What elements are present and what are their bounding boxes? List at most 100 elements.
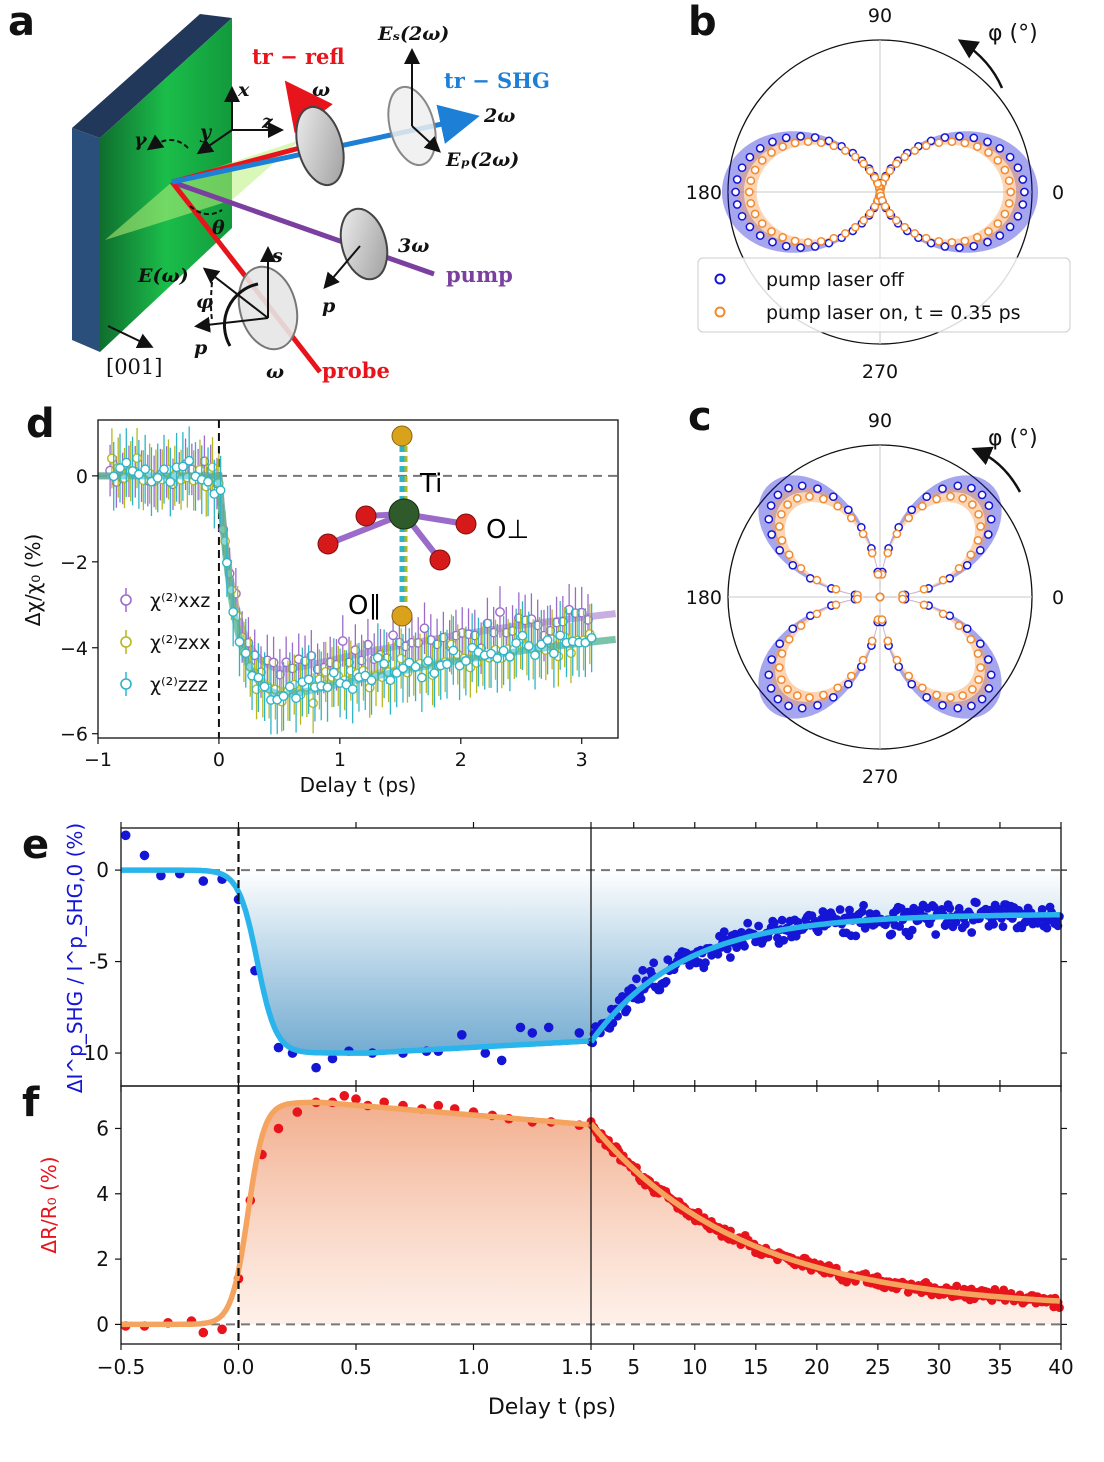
polar-point-on: [830, 235, 837, 242]
data-point: [351, 646, 359, 654]
legend-d-marker-zzz: [121, 679, 131, 689]
polar-point-on: [919, 684, 926, 691]
polar-point-off: [908, 506, 915, 513]
data-point: [208, 463, 216, 471]
label-es: Eₛ(2ω): [377, 23, 449, 45]
tick-label: −2: [60, 552, 88, 574]
polar-point-on: [947, 694, 954, 701]
polar-point-on: [893, 657, 900, 664]
polar-point-on: [779, 234, 786, 241]
polar-point-off: [988, 671, 995, 678]
tick-label: 4: [96, 1182, 109, 1206]
data-point: [754, 922, 763, 931]
data-point: [638, 966, 647, 975]
polar-point-on: [867, 167, 874, 174]
panel-f-xlabel: Delay t (ps): [488, 1395, 616, 1420]
data-point: [443, 660, 451, 668]
data-point: [418, 673, 426, 681]
label-tr-refl: tr − refl: [252, 44, 345, 69]
data-point: [726, 953, 735, 962]
polar-point-on: [818, 139, 825, 146]
polar-point-on: [794, 692, 801, 699]
polar-point-off: [923, 493, 930, 500]
legend-marker-on: [716, 308, 725, 317]
data-point: [575, 1028, 585, 1038]
polar-point-on: [878, 616, 885, 623]
data-point: [386, 676, 394, 684]
tick-label: 0: [76, 466, 88, 488]
polar-point-on: [776, 664, 783, 671]
tick-label: 0: [96, 1312, 109, 1336]
polar-point-off: [757, 145, 764, 152]
data-point: [269, 658, 277, 666]
polar-point-off: [954, 482, 961, 489]
lens-refl: [288, 102, 351, 191]
polar-point-on: [884, 637, 891, 644]
panel-letter-f: f: [22, 1080, 40, 1126]
polar-point-on: [893, 217, 900, 224]
tick-label: 0.0: [223, 1355, 255, 1379]
data-point: [743, 919, 752, 928]
tick-label: 0: [96, 858, 109, 882]
polar-point-on: [893, 530, 900, 537]
data-point: [550, 649, 558, 657]
data-point: [972, 898, 981, 907]
polar-point-off: [785, 485, 792, 492]
atom-o-perp-3: [456, 514, 476, 534]
polar-point-on: [852, 153, 859, 160]
polar-point-on: [747, 177, 754, 184]
polar-point-on: [797, 565, 804, 572]
polar-point-on: [933, 691, 940, 698]
data-point: [397, 654, 405, 662]
polar-point-on: [923, 142, 930, 149]
polar-point-on: [911, 147, 918, 154]
panel-letter-c: c: [688, 394, 712, 440]
data-point: [496, 608, 504, 616]
data-point: [836, 905, 845, 914]
polar-point-off: [1021, 188, 1028, 195]
data-point: [961, 920, 970, 929]
polar-point-on: [806, 493, 813, 500]
polar-point-off: [768, 656, 775, 663]
polar-point-off: [1007, 223, 1014, 230]
polar-point-off: [941, 243, 948, 250]
panel-f-plot: 0246−0.5 0.0 0.5 1.0 1.5 5 10 15 20 25 30 35 40: [96, 1080, 1073, 1379]
polar-point-on: [893, 160, 900, 167]
data-point: [887, 930, 896, 939]
polar-point-on: [752, 166, 759, 173]
data-point: [274, 1124, 284, 1134]
label-e-omega: E(ω): [137, 265, 189, 287]
polar-point-off: [996, 145, 1003, 152]
crystal-side: [72, 128, 100, 352]
polar-point-off: [765, 671, 772, 678]
polar-point-off: [1007, 154, 1014, 161]
polar-point-off: [939, 702, 946, 709]
atom-o-perp-1: [318, 534, 338, 554]
polar-point-on: [860, 160, 867, 167]
data-point: [587, 634, 595, 642]
tick-label: 15: [743, 1355, 768, 1379]
polar-point-on: [759, 220, 766, 227]
polar-point-on: [820, 495, 827, 502]
tick-label: 2: [96, 1247, 109, 1271]
polar-point-on: [786, 636, 793, 643]
polar-point-off: [797, 244, 804, 251]
polar-point-on: [886, 210, 893, 217]
tick-label: −0.5: [97, 1355, 146, 1379]
polar-c-label-0: 0: [1052, 587, 1064, 609]
polar-point-on: [1007, 188, 1014, 195]
data-point: [531, 651, 539, 659]
polar-point-on: [778, 537, 785, 544]
legend-on: pump laser on, t = 0.35 ps: [766, 302, 1021, 324]
data-point: [506, 653, 514, 661]
polar-point-off: [908, 681, 915, 688]
atom-o-perp-2: [356, 506, 376, 526]
polar-point-off: [984, 239, 991, 246]
data-point: [367, 676, 375, 684]
label-x: x: [237, 79, 250, 101]
polar-point-off: [956, 244, 963, 251]
tick-label: 5: [627, 1355, 640, 1379]
polar-point-on: [871, 174, 878, 181]
polar-point-off: [799, 705, 806, 712]
